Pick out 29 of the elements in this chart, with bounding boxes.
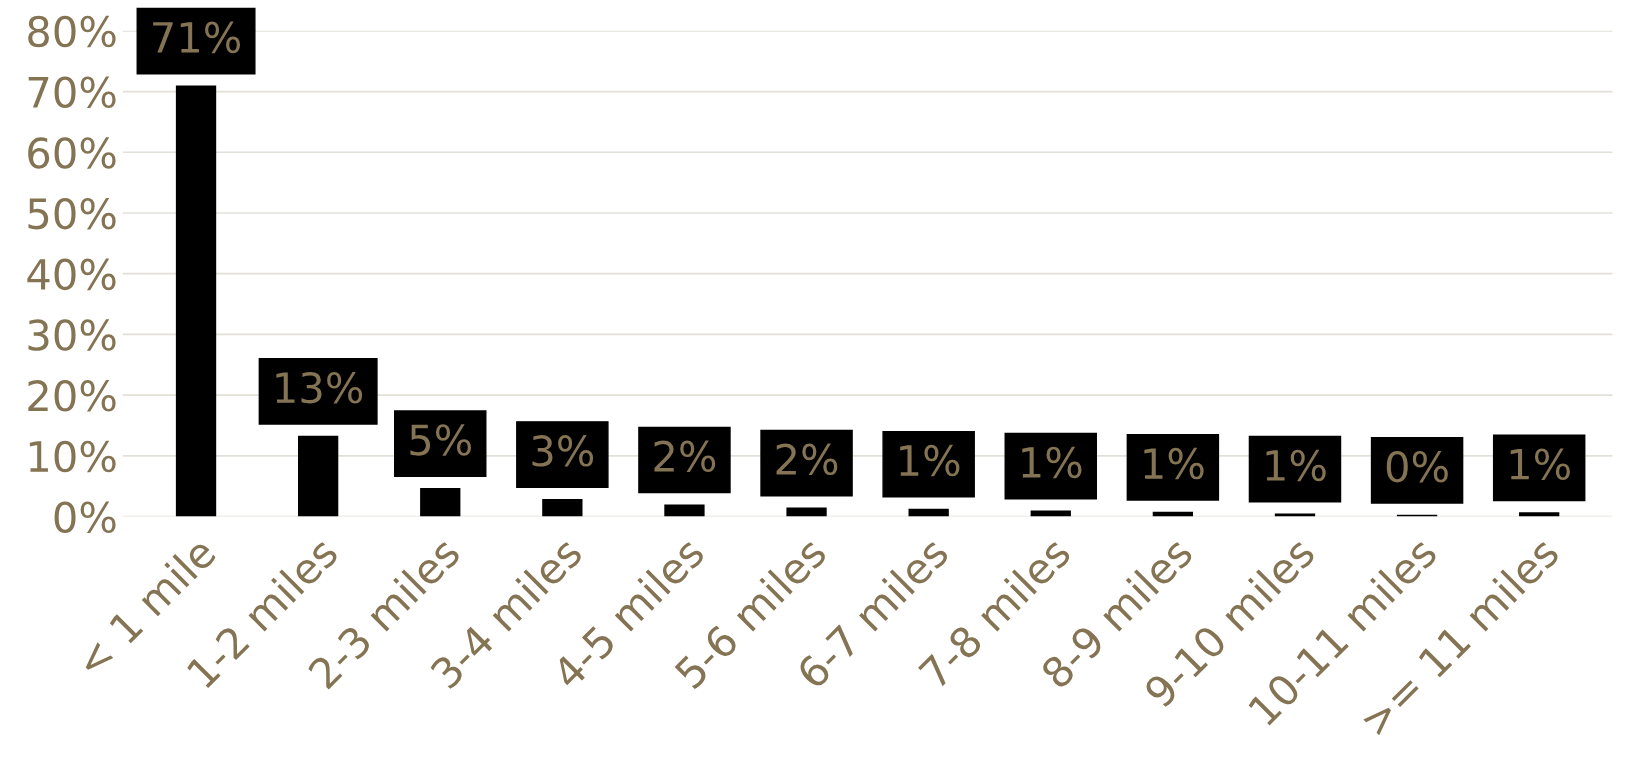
data-label: 71%: [153, 21, 241, 54]
bar: [1030, 510, 1071, 517]
data-label: 0%: [1386, 450, 1448, 483]
data-label: 1%: [1144, 447, 1204, 480]
bar: [420, 488, 461, 517]
bar: [175, 85, 217, 517]
y-tick-label: 10%: [29, 440, 116, 473]
y-tick-label: 30%: [28, 319, 116, 351]
y-tick-label: 0%: [54, 501, 116, 533]
bar: [664, 504, 705, 517]
bar: [1519, 512, 1560, 517]
data-label: 13%: [276, 371, 363, 404]
data-label: 1%: [1266, 449, 1326, 482]
y-tick-label: 50%: [28, 197, 116, 230]
y-tick-label: 40%: [27, 258, 116, 291]
y-tick-label: 70%: [28, 76, 116, 108]
bar: [297, 435, 339, 517]
data-label: 1%: [1022, 446, 1082, 479]
data-label: 2%: [776, 443, 838, 476]
y-tick-label: 20%: [28, 380, 116, 412]
data-label: 1%: [1510, 448, 1570, 480]
data-label: 5%: [410, 424, 471, 456]
data-label: 2%: [654, 440, 716, 473]
data-label: 3%: [532, 435, 594, 467]
y-tick-label: 80%: [28, 15, 116, 48]
bar: [786, 507, 827, 517]
data-label: 1%: [900, 444, 960, 477]
bar: [542, 498, 583, 517]
y-tick-label: 60%: [28, 137, 116, 169]
